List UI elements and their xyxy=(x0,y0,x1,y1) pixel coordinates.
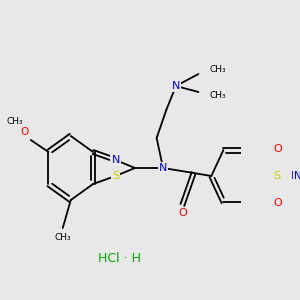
Text: S: S xyxy=(112,171,119,181)
Text: N: N xyxy=(159,163,167,173)
Text: N: N xyxy=(294,171,300,181)
Text: CH₃: CH₃ xyxy=(6,118,23,127)
Text: S: S xyxy=(274,171,281,181)
Text: N: N xyxy=(291,171,299,181)
Text: O: O xyxy=(273,198,282,208)
Text: CH₃: CH₃ xyxy=(54,233,71,242)
Text: N: N xyxy=(111,155,120,165)
Text: HCl · H: HCl · H xyxy=(98,251,141,265)
Text: O: O xyxy=(273,144,282,154)
Text: CH₃: CH₃ xyxy=(210,92,226,100)
Text: O: O xyxy=(178,208,187,218)
Text: O: O xyxy=(20,127,28,137)
Text: N: N xyxy=(172,81,180,91)
Text: CH₃: CH₃ xyxy=(210,65,226,74)
